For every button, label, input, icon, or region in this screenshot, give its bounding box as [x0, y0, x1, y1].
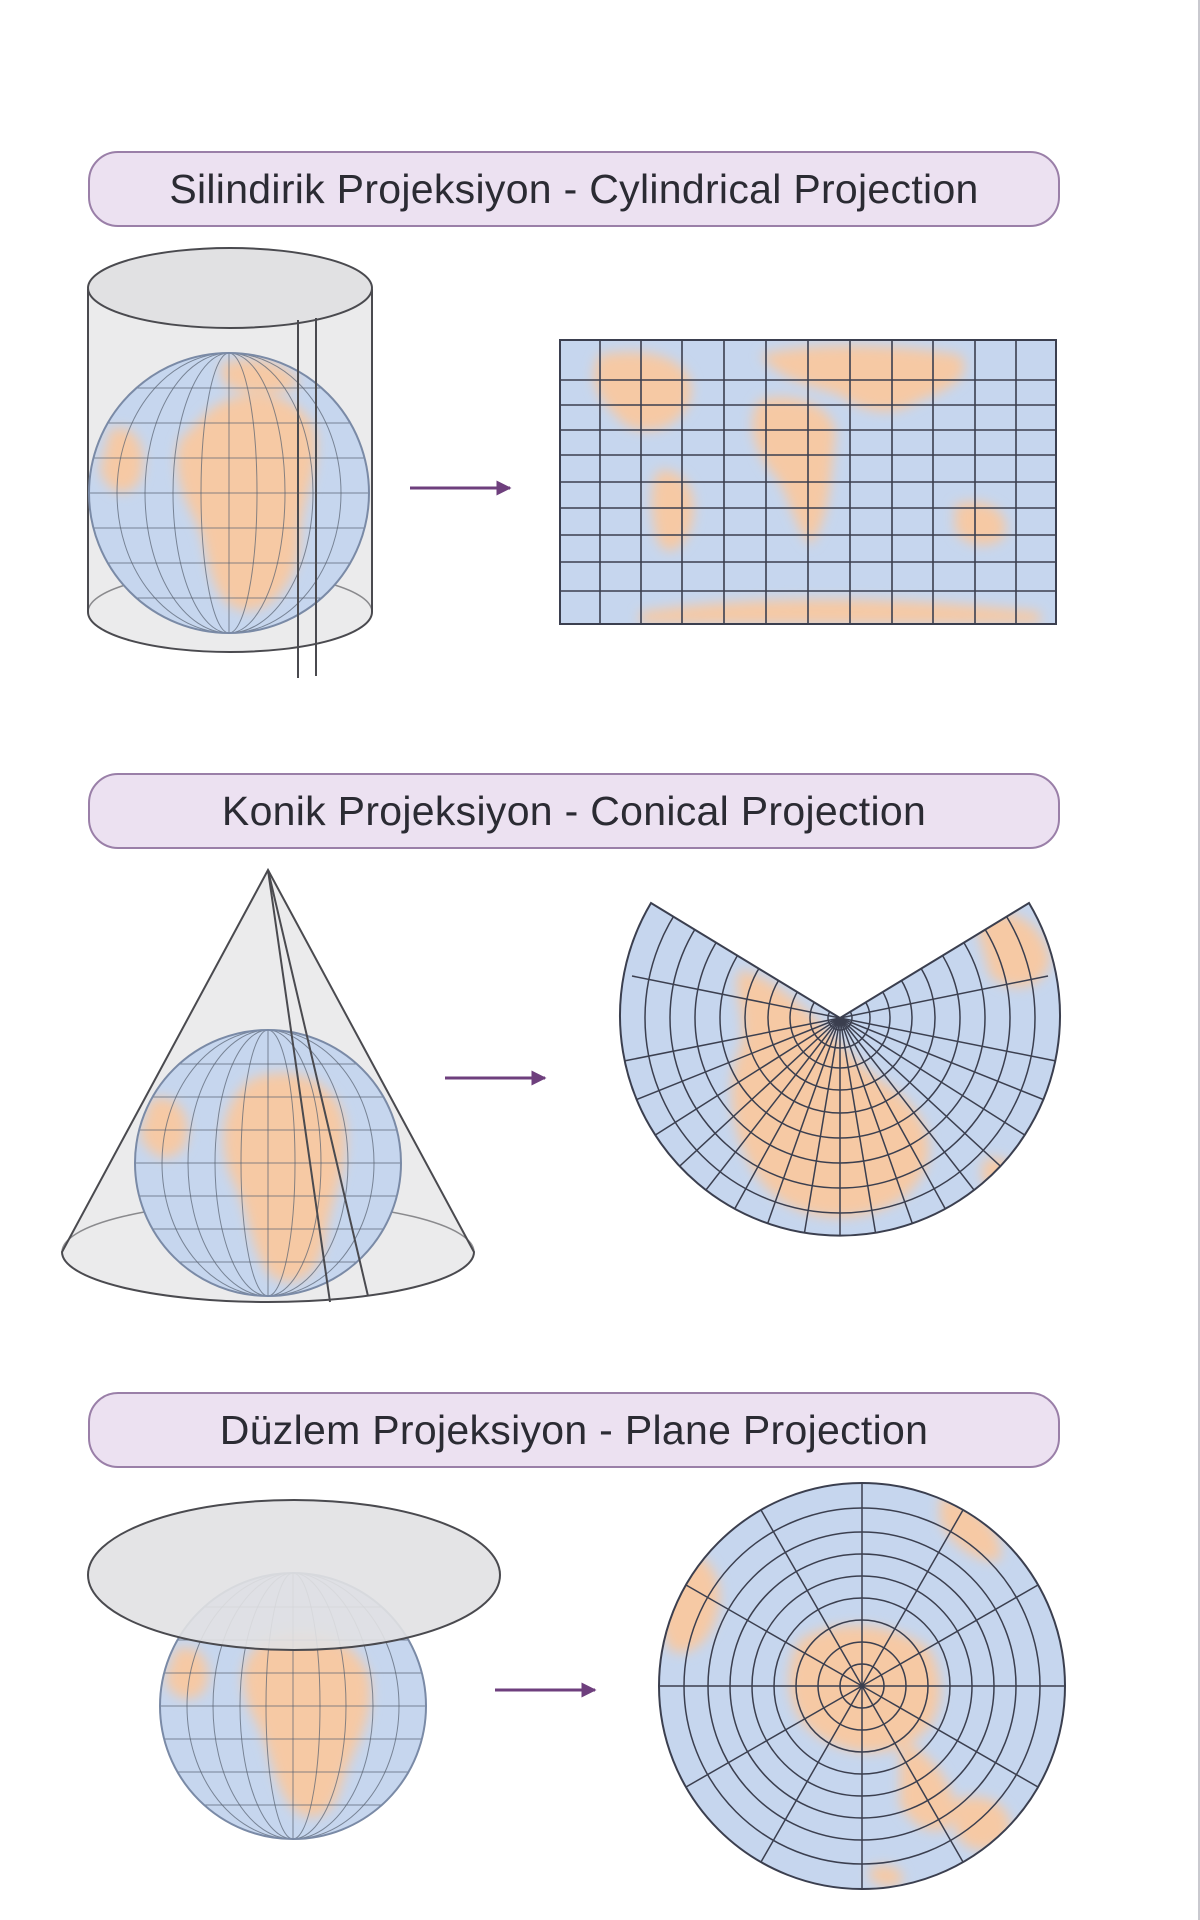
- plane-disc-icon: [87, 1499, 501, 1651]
- plane-map-disc: [658, 1482, 1066, 1890]
- plane-projection-title: Düzlem Projeksiyon - Plane Projection: [88, 1392, 1060, 1468]
- conical-map-fan: [619, 901, 1061, 1237]
- globe-icon: [134, 1029, 402, 1297]
- globe-icon: [88, 352, 370, 634]
- cylindrical-map-grid: [559, 339, 1057, 625]
- cylindrical-projection-title: Silindirik Projeksiyon - Cylindrical Pro…: [88, 151, 1060, 227]
- cylinder-seam: [297, 318, 317, 678]
- conical-projection-title: Konik Projeksiyon - Conical Projection: [88, 773, 1060, 849]
- page-edge-rule: [1198, 0, 1200, 1920]
- cone-seam: [267, 869, 369, 1303]
